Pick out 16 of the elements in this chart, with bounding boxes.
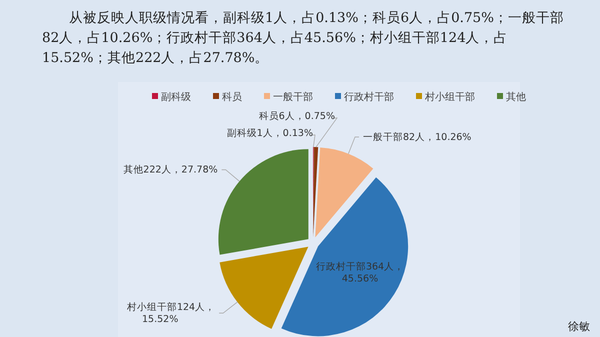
category-label: 村小组干部124人，	[126, 302, 216, 314]
legend-label: 一般干部	[273, 91, 313, 103]
legend-label: 其他	[506, 91, 526, 103]
category-label: 一般干部82人，10.26%	[363, 132, 472, 144]
legend-label: 副科级	[161, 91, 191, 103]
category-label: 行政村干部364人，	[316, 261, 404, 272]
category-label: 科员6人，0.75%	[258, 111, 335, 122]
legend-label: 村小组干部	[424, 91, 475, 103]
category-label: 其他222人，27.78%	[123, 164, 218, 176]
text: 45.56%	[342, 273, 378, 284]
text: 徐敏	[568, 320, 590, 333]
legend-label: 科员	[222, 91, 242, 103]
legend-label: 行政村干部	[344, 91, 394, 103]
category-label: 副科级1人，0.13%	[226, 128, 313, 139]
text: 15.52%	[142, 314, 178, 326]
chart-title: 从被反映人职级情况看，副科级1人，占0.13%；科员6人，占0.75%；一般干部82人，占10.26%；行政村干部364人，占45.56%；村小组干部124人，占15.52%；其他222人，占27.78%。	[42, 9, 565, 68]
